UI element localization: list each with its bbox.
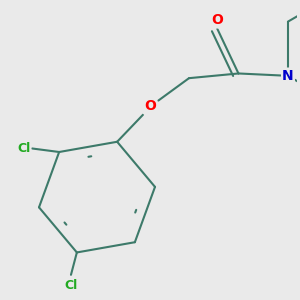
Text: N: N <box>282 69 294 83</box>
Text: Cl: Cl <box>64 279 78 292</box>
Text: N: N <box>282 69 294 83</box>
Text: O: O <box>211 14 223 28</box>
Text: O: O <box>144 99 156 113</box>
Text: Cl: Cl <box>17 142 30 155</box>
